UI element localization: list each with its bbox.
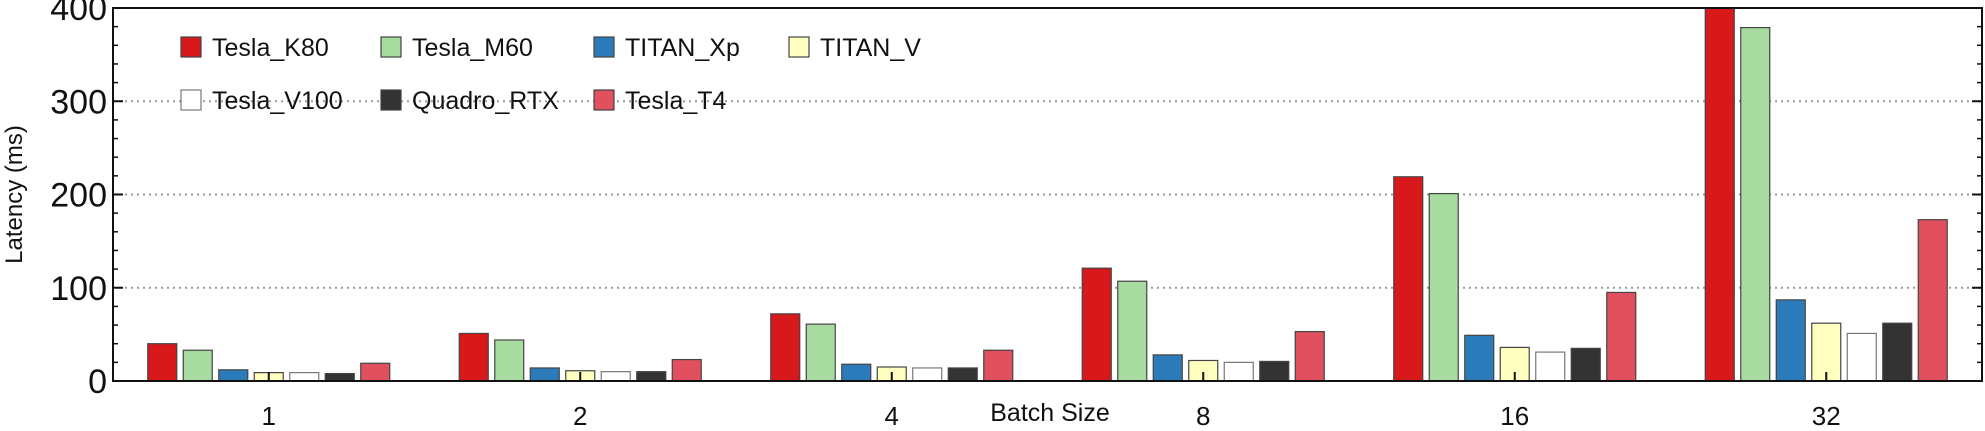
y-tick-label: 400 xyxy=(50,0,107,28)
bar-titan-v xyxy=(1811,322,1842,382)
bar-quadro-rtx xyxy=(636,371,667,382)
bar-quadro-rtx xyxy=(947,367,978,382)
bar-tesla-t4 xyxy=(1294,330,1325,382)
bar-quadro-rtx xyxy=(1882,322,1913,382)
y-axis: 0 100 200 300 400 xyxy=(50,0,1982,401)
legend-item-quadro-rtx: Quadro_RTX xyxy=(380,87,559,115)
bar-tesla-k80 xyxy=(770,313,801,382)
legend-label: TITAN_V xyxy=(820,34,921,62)
bar-tesla-m60 xyxy=(1428,192,1459,382)
bar-tesla-t4 xyxy=(671,358,702,382)
bar-tesla-m60 xyxy=(1740,26,1771,382)
x-tick-label: 32 xyxy=(1812,401,1841,431)
legend-item-tesla-k80: Tesla_K80 xyxy=(180,34,329,62)
bar-quadro-rtx xyxy=(1259,360,1290,382)
bar-tesla-v100 xyxy=(1535,351,1566,382)
legend-swatch xyxy=(593,36,615,58)
bar-titan-xp xyxy=(841,363,872,382)
bar-tesla-k80 xyxy=(1393,176,1424,382)
bar-tesla-k80 xyxy=(1081,267,1112,382)
y-axis-title: Latency (ms) xyxy=(1,125,28,264)
legend-item-tesla-t4: Tesla_T4 xyxy=(593,87,727,115)
bar-tesla-m60 xyxy=(182,349,213,382)
bar-titan-xp xyxy=(1775,299,1806,382)
gridlines xyxy=(113,100,1982,289)
bar-titan-xp xyxy=(529,367,560,382)
legend-label: Tesla_T4 xyxy=(625,87,727,115)
x-tick-label: 2 xyxy=(573,401,587,431)
x-tick-label: 16 xyxy=(1500,401,1529,431)
bar-tesla-k80 xyxy=(1704,7,1735,382)
bar-tesla-m60 xyxy=(494,339,525,382)
legend-item-titan-v: TITAN_V xyxy=(788,34,921,62)
legend-item-tesla-v100: Tesla_V100 xyxy=(180,87,343,115)
bar-tesla-m60 xyxy=(805,323,836,382)
bar-quadro-rtx xyxy=(324,372,355,382)
x-tick-label: 4 xyxy=(885,401,899,431)
bar-tesla-t4 xyxy=(1606,291,1637,382)
bar-tesla-v100 xyxy=(912,367,943,382)
y-tick-label: 200 xyxy=(50,177,107,215)
legend-swatch xyxy=(788,36,810,58)
y-tick-label: 300 xyxy=(50,83,107,121)
legend-swatch xyxy=(180,36,202,58)
legend-item-titan-xp: TITAN_Xp xyxy=(593,34,740,62)
legend-label: TITAN_Xp xyxy=(625,34,740,62)
bar-tesla-v100 xyxy=(289,372,320,382)
bar-tesla-k80 xyxy=(458,332,489,382)
legend-swatch xyxy=(180,89,202,111)
legend-label: Quadro_RTX xyxy=(412,87,559,115)
x-axis: 1 2 4 8 16 32 xyxy=(262,372,1841,431)
legend-item-tesla-m60: Tesla_M60 xyxy=(380,34,533,62)
y-tick-label: 0 xyxy=(88,363,107,401)
legend-label: Tesla_K80 xyxy=(212,34,329,62)
x-tick-label: 8 xyxy=(1196,401,1210,431)
plot-frame xyxy=(112,7,1983,382)
bar-tesla-v100 xyxy=(600,371,631,382)
legend-swatch xyxy=(380,36,402,58)
bar-tesla-k80 xyxy=(147,343,178,382)
bar-tesla-t4 xyxy=(1917,219,1948,382)
legend-label: Tesla_M60 xyxy=(412,34,533,62)
legend-swatch xyxy=(593,89,615,111)
bar-group xyxy=(147,7,1948,382)
bar-tesla-v100 xyxy=(1846,332,1877,382)
bar-titan-xp xyxy=(1464,334,1495,382)
x-axis-title: Batch Size xyxy=(990,399,1110,427)
bar-tesla-m60 xyxy=(1117,280,1148,382)
bar-titan-xp xyxy=(218,369,249,382)
bar-tesla-t4 xyxy=(360,362,391,382)
legend-label: Tesla_V100 xyxy=(212,87,343,115)
bar-quadro-rtx xyxy=(1570,347,1601,382)
legend: Tesla_K80 Tesla_M60 TITAN_Xp TITAN_V Tesla_V… xyxy=(180,34,921,115)
bar-titan-xp xyxy=(1152,354,1183,382)
x-tick-label: 1 xyxy=(262,401,276,431)
bar-tesla-t4 xyxy=(983,349,1014,382)
y-tick-label: 100 xyxy=(50,270,107,308)
bar-tesla-v100 xyxy=(1223,361,1254,382)
legend-swatch xyxy=(380,89,402,111)
